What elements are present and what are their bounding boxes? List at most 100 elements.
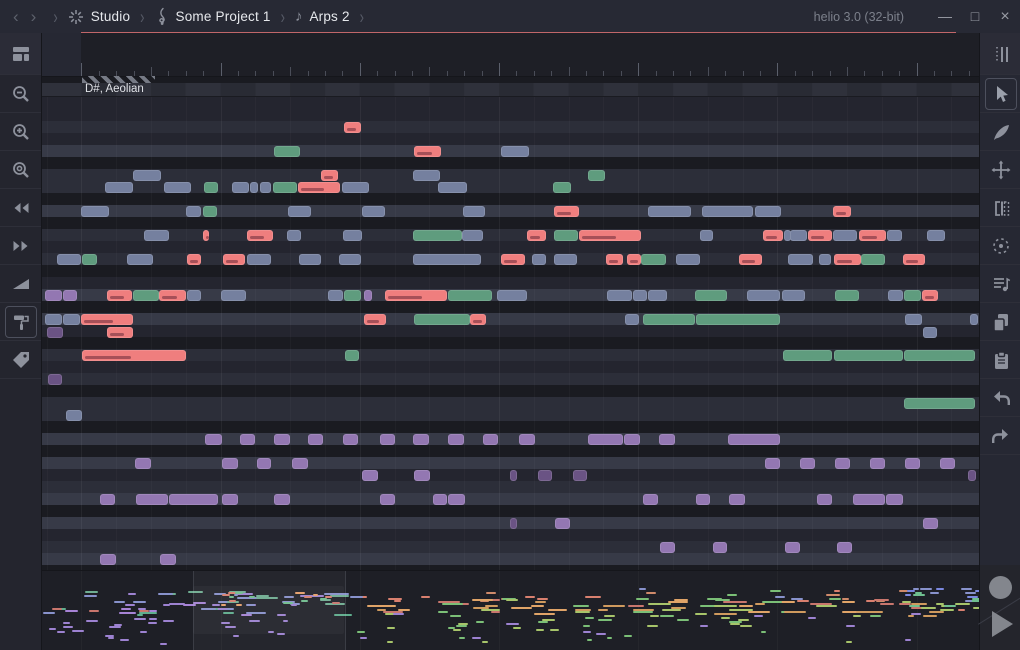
midi-note[interactable] <box>510 469 517 481</box>
midi-note[interactable] <box>696 313 780 325</box>
midi-note[interactable] <box>728 433 780 445</box>
midi-note[interactable] <box>81 205 109 217</box>
midi-note[interactable] <box>819 253 831 265</box>
midi-note[interactable] <box>203 205 217 217</box>
midi-note[interactable] <box>221 289 246 301</box>
midi-note[interactable] <box>448 433 464 445</box>
midi-note[interactable] <box>510 517 517 529</box>
midi-note[interactable] <box>713 541 727 553</box>
midi-note[interactable] <box>462 229 483 241</box>
midi-note[interactable] <box>344 121 361 133</box>
midi-note[interactable] <box>448 493 465 505</box>
midi-note[interactable] <box>413 433 429 445</box>
midi-note[interactable] <box>905 457 920 469</box>
midi-note[interactable] <box>554 205 579 217</box>
midi-note[interactable] <box>321 169 338 181</box>
move-tool-button[interactable] <box>980 151 1020 189</box>
midi-note[interactable] <box>588 169 605 181</box>
midi-note[interactable] <box>160 553 176 565</box>
midi-note[interactable] <box>380 493 395 505</box>
midi-note[interactable] <box>834 349 903 361</box>
midi-note[interactable] <box>729 493 745 505</box>
piano-roll[interactable]: D#, Aeolian <box>41 33 979 570</box>
midi-note[interactable] <box>519 433 535 445</box>
midi-note[interactable] <box>274 433 290 445</box>
midi-note[interactable] <box>127 253 153 265</box>
midi-note[interactable] <box>63 289 77 301</box>
midi-note[interactable] <box>47 326 63 338</box>
nav-forward-button[interactable]: › <box>30 6 37 26</box>
midi-note[interactable] <box>859 229 886 241</box>
midi-note[interactable] <box>144 229 169 241</box>
midi-note[interactable] <box>923 326 937 338</box>
midi-note[interactable] <box>45 289 62 301</box>
midi-note[interactable] <box>223 253 245 265</box>
midi-note[interactable] <box>204 181 218 193</box>
redo-button[interactable] <box>980 417 1020 455</box>
midi-note[interactable] <box>344 289 361 301</box>
minimize-button[interactable]: — <box>938 8 952 24</box>
midi-note[interactable] <box>339 253 361 265</box>
midi-note[interactable] <box>695 289 727 301</box>
midi-note[interactable] <box>136 493 168 505</box>
midi-note[interactable] <box>702 205 753 217</box>
midi-note[interactable] <box>205 433 222 445</box>
midi-note[interactable] <box>63 313 80 325</box>
midi-note[interactable] <box>342 181 369 193</box>
midi-note[interactable] <box>274 493 290 505</box>
midi-note[interactable] <box>343 229 362 241</box>
minimap-viewport[interactable] <box>193 571 346 650</box>
pattern-mode-button[interactable] <box>980 33 1020 75</box>
midi-note[interactable] <box>433 493 447 505</box>
midi-note[interactable] <box>696 493 710 505</box>
pen-tool-button[interactable] <box>980 113 1020 151</box>
midi-note[interactable] <box>385 289 447 301</box>
midi-note[interactable] <box>250 181 258 193</box>
midi-note[interactable] <box>100 493 115 505</box>
midi-note[interactable] <box>343 433 358 445</box>
midi-note[interactable] <box>169 493 218 505</box>
midi-note[interactable] <box>414 145 441 157</box>
midi-note[interactable] <box>273 181 297 193</box>
midi-note[interactable] <box>222 493 238 505</box>
midi-note[interactable] <box>81 313 133 325</box>
midi-note[interactable] <box>135 457 151 469</box>
midi-note[interactable] <box>107 289 132 301</box>
midi-note[interactable] <box>463 205 485 217</box>
midi-note[interactable] <box>833 229 857 241</box>
midi-note[interactable] <box>133 289 159 301</box>
zoom-in-button[interactable] <box>0 113 41 151</box>
breadcrumb-item-studio[interactable]: Studio <box>64 1 134 33</box>
project-minimap[interactable] <box>41 570 979 650</box>
midi-note[interactable] <box>105 181 133 193</box>
timeline-ruler[interactable] <box>41 33 979 77</box>
midi-note[interactable] <box>888 289 903 301</box>
midi-note[interactable] <box>308 433 323 445</box>
midi-note[interactable] <box>853 493 885 505</box>
midi-note[interactable] <box>606 253 623 265</box>
midi-note[interactable] <box>164 181 191 193</box>
midi-note[interactable] <box>940 457 955 469</box>
midi-note[interactable] <box>328 289 343 301</box>
midi-note[interactable] <box>676 253 700 265</box>
key-signature-track[interactable]: D#, Aeolian <box>41 83 979 96</box>
midi-note[interactable] <box>785 541 800 553</box>
midi-note[interactable] <box>739 253 762 265</box>
maximize-button[interactable]: □ <box>970 8 980 24</box>
midi-note[interactable] <box>783 349 832 361</box>
midi-note[interactable] <box>287 229 301 241</box>
midi-note[interactable] <box>501 145 529 157</box>
midi-note[interactable] <box>364 289 372 301</box>
midi-note[interactable] <box>483 433 498 445</box>
midi-note[interactable] <box>625 313 639 325</box>
midi-note[interactable] <box>588 433 623 445</box>
midi-note[interactable] <box>247 229 273 241</box>
midi-note[interactable] <box>755 205 781 217</box>
midi-note[interactable] <box>413 229 462 241</box>
midi-note[interactable] <box>554 229 578 241</box>
midi-note[interactable] <box>784 229 791 241</box>
midi-note[interactable] <box>641 253 666 265</box>
volume-ramp-button[interactable] <box>0 265 41 303</box>
midi-note[interactable] <box>501 253 525 265</box>
close-button[interactable]: × <box>1000 8 1010 25</box>
